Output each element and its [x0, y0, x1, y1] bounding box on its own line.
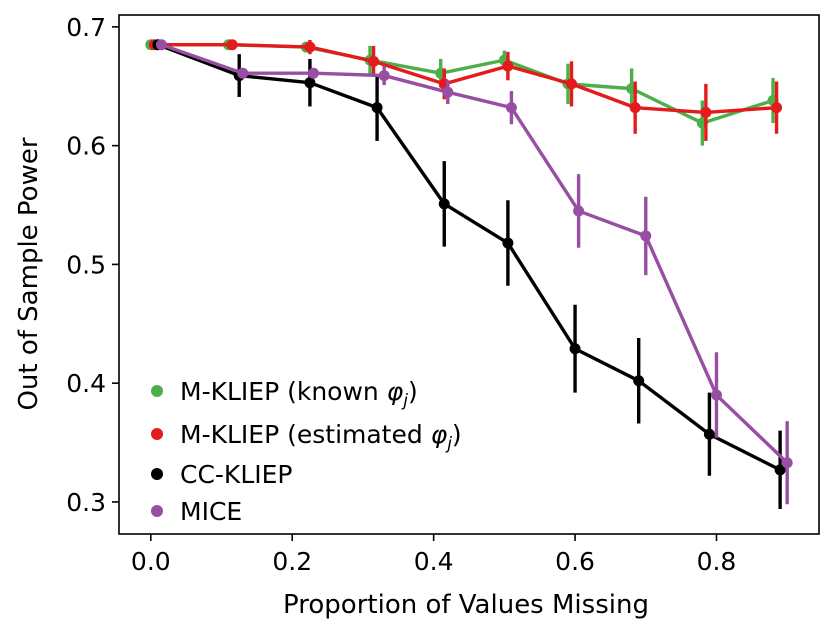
data-point: [700, 106, 712, 118]
y-axis: 0.3 0.4 0.5 0.6 0.7: [66, 13, 119, 517]
legend-marker-m-kliep-known: [151, 385, 163, 397]
data-point: [703, 428, 715, 440]
data-point: [237, 67, 249, 79]
x-axis-label: Proportion of Values Missing: [283, 590, 649, 620]
x-tick-label: 0.6: [555, 547, 595, 576]
data-point: [569, 343, 581, 355]
data-point: [304, 77, 316, 89]
legend-label-mice: MICE: [180, 497, 242, 526]
x-tick-label: 0.8: [697, 547, 737, 576]
x-tick-label: 0.0: [131, 547, 171, 576]
legend-label-m-kliep-known: M-KLIEP (known φj): [180, 377, 418, 411]
series-cc-kliep: [152, 39, 786, 510]
plot-area: [145, 39, 793, 510]
y-tick-label: 0.5: [66, 250, 106, 279]
data-point: [629, 102, 641, 114]
data-point: [640, 230, 652, 242]
data-point: [371, 102, 383, 114]
data-point: [710, 389, 722, 401]
data-point: [442, 86, 454, 98]
data-point: [781, 457, 793, 469]
data-point: [566, 78, 578, 90]
data-point: [633, 375, 645, 387]
series-line: [159, 42, 789, 465]
x-tick-label: 0.4: [414, 547, 454, 576]
axes-frame: [118, 14, 820, 535]
series-line: [152, 42, 779, 115]
data-point: [502, 237, 514, 249]
legend-label-cc-kliep: CC-KLIEP: [180, 460, 293, 489]
y-tick-label: 0.7: [66, 13, 106, 42]
y-tick-label: 0.4: [66, 369, 106, 398]
legend-marker-cc-kliep: [151, 468, 163, 480]
data-point: [368, 55, 380, 67]
y-axis-label: Out of Sample Power: [14, 137, 44, 410]
series-m-kliep-estimated-j: [148, 39, 783, 141]
legend-marker-m-kliep-estimated: [151, 428, 163, 440]
data-point: [304, 41, 316, 53]
legend-marker-mice: [151, 505, 163, 517]
x-axis: 0.0 0.2 0.4 0.6 0.8: [131, 534, 736, 576]
data-point: [378, 70, 390, 82]
series-line: [156, 42, 782, 472]
data-point: [502, 60, 514, 72]
data-point: [505, 102, 517, 114]
legend: M-KLIEP (known φj) M-KLIEP (estimated φj…: [151, 377, 462, 526]
legend-label-m-kliep-estimated: M-KLIEP (estimated φj): [180, 420, 462, 454]
data-point: [155, 39, 167, 51]
data-point: [438, 198, 450, 210]
x-tick-label: 0.2: [272, 547, 312, 576]
y-tick-label: 0.3: [66, 488, 106, 517]
data-point: [573, 205, 585, 217]
series-mice: [155, 39, 793, 505]
y-tick-label: 0.6: [66, 132, 106, 161]
data-point: [226, 39, 238, 51]
data-point: [771, 102, 783, 114]
data-point: [774, 464, 786, 476]
data-point: [307, 67, 319, 79]
